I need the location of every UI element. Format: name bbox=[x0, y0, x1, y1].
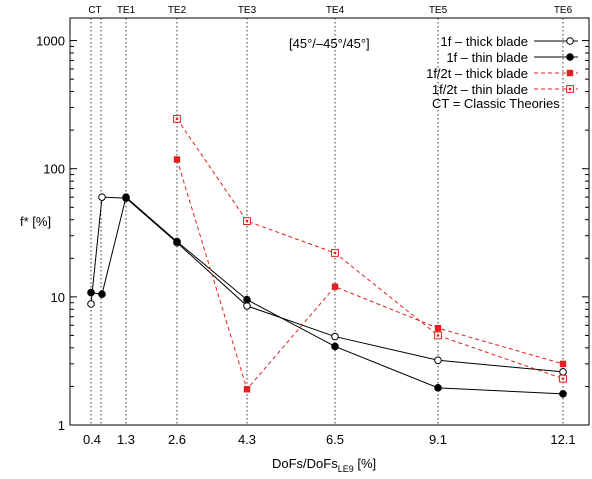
data-point-center bbox=[568, 87, 572, 91]
x-axis-label-unit: [%] bbox=[354, 456, 376, 471]
y-tick-label: 100 bbox=[43, 162, 65, 177]
data-point bbox=[559, 360, 567, 368]
data-point bbox=[331, 342, 339, 351]
series-2 bbox=[173, 156, 567, 393]
x-tick-label: 12.1 bbox=[550, 432, 575, 447]
data-point bbox=[243, 295, 251, 304]
series-3 bbox=[173, 114, 567, 383]
top-tick-label: TE2 bbox=[168, 5, 187, 16]
data-point bbox=[434, 331, 442, 340]
top-tick-label: TE5 bbox=[429, 5, 448, 16]
x-axis-label-subscript: LE9 bbox=[338, 464, 354, 474]
data-point bbox=[173, 114, 181, 123]
data-point bbox=[173, 156, 181, 163]
data-point bbox=[566, 53, 574, 61]
x-tick-label: 2.6 bbox=[168, 432, 186, 447]
data-point bbox=[243, 386, 251, 393]
data-point bbox=[434, 324, 442, 332]
series-line bbox=[90, 196, 564, 395]
data-point bbox=[173, 237, 181, 246]
data-point bbox=[566, 85, 574, 93]
data-point-center bbox=[245, 219, 249, 223]
data-point bbox=[434, 384, 442, 392]
data-point-center bbox=[333, 251, 337, 255]
series-line bbox=[176, 118, 564, 380]
data-point bbox=[434, 356, 442, 365]
series-0 bbox=[87, 193, 567, 376]
data-point bbox=[243, 302, 251, 310]
series-1 bbox=[87, 193, 567, 398]
data-point-center bbox=[561, 377, 565, 380]
data-point-center bbox=[175, 117, 179, 121]
data-point bbox=[566, 69, 574, 77]
legend-label: 1f/2t – thin blade bbox=[432, 82, 528, 97]
series-line bbox=[176, 159, 564, 391]
x-axis-label: DoFs/DoFsLE9 [%] bbox=[272, 456, 376, 474]
x-tick-label: 0.4 bbox=[83, 432, 101, 447]
data-point bbox=[559, 368, 567, 376]
data-point bbox=[331, 332, 339, 341]
top-tick-label: TE1 bbox=[117, 5, 136, 16]
data-point bbox=[98, 193, 106, 201]
y-axis-label: f* [%] bbox=[20, 214, 51, 229]
data-point bbox=[559, 374, 567, 383]
x-tick-label: 6.5 bbox=[326, 432, 344, 447]
top-tick-label: TE3 bbox=[238, 5, 257, 16]
legend-label: 1f/2t – thick blade bbox=[426, 66, 528, 81]
classic-theories-note: CT = Classic Theories bbox=[432, 96, 560, 111]
top-tick-label: TE4 bbox=[326, 5, 345, 16]
data-point-center bbox=[436, 334, 440, 337]
data-point bbox=[87, 288, 95, 297]
x-tick-label: 1.3 bbox=[117, 432, 135, 447]
layup-annotation: [45°/–45°/45°] bbox=[289, 36, 370, 51]
data-point bbox=[331, 283, 339, 290]
legend-label: 1f – thin blade bbox=[446, 50, 528, 65]
series-group bbox=[87, 114, 567, 398]
plot-frame bbox=[69, 17, 590, 426]
x-axis: 0.4 1.3 2.6 4.3 6.5 9.1 12.1 bbox=[83, 432, 576, 447]
x-tick-label: 4.3 bbox=[238, 432, 256, 447]
data-point bbox=[87, 300, 95, 308]
x-axis-label-main: DoFs/DoFs bbox=[272, 456, 338, 471]
y-axis: 1 10 100 1000 bbox=[36, 34, 589, 433]
data-point bbox=[559, 390, 567, 398]
data-point bbox=[122, 193, 130, 201]
legend-label: 1f – thick blade bbox=[441, 34, 528, 49]
top-tick-label: TE6 bbox=[554, 5, 573, 16]
series-line bbox=[90, 196, 564, 373]
y-tick-label: 1 bbox=[58, 418, 65, 433]
top-axis: CT TE1 TE2 TE3 TE4 TE5 TE6 bbox=[88, 5, 572, 16]
data-point bbox=[98, 290, 106, 298]
top-tick-label: CT bbox=[88, 5, 101, 16]
x-tick-label: 9.1 bbox=[429, 432, 447, 447]
data-point bbox=[331, 249, 339, 257]
data-point bbox=[243, 217, 251, 226]
y-tick-label: 10 bbox=[51, 290, 65, 305]
data-point bbox=[566, 37, 574, 45]
y-tick-label: 1000 bbox=[36, 34, 65, 49]
